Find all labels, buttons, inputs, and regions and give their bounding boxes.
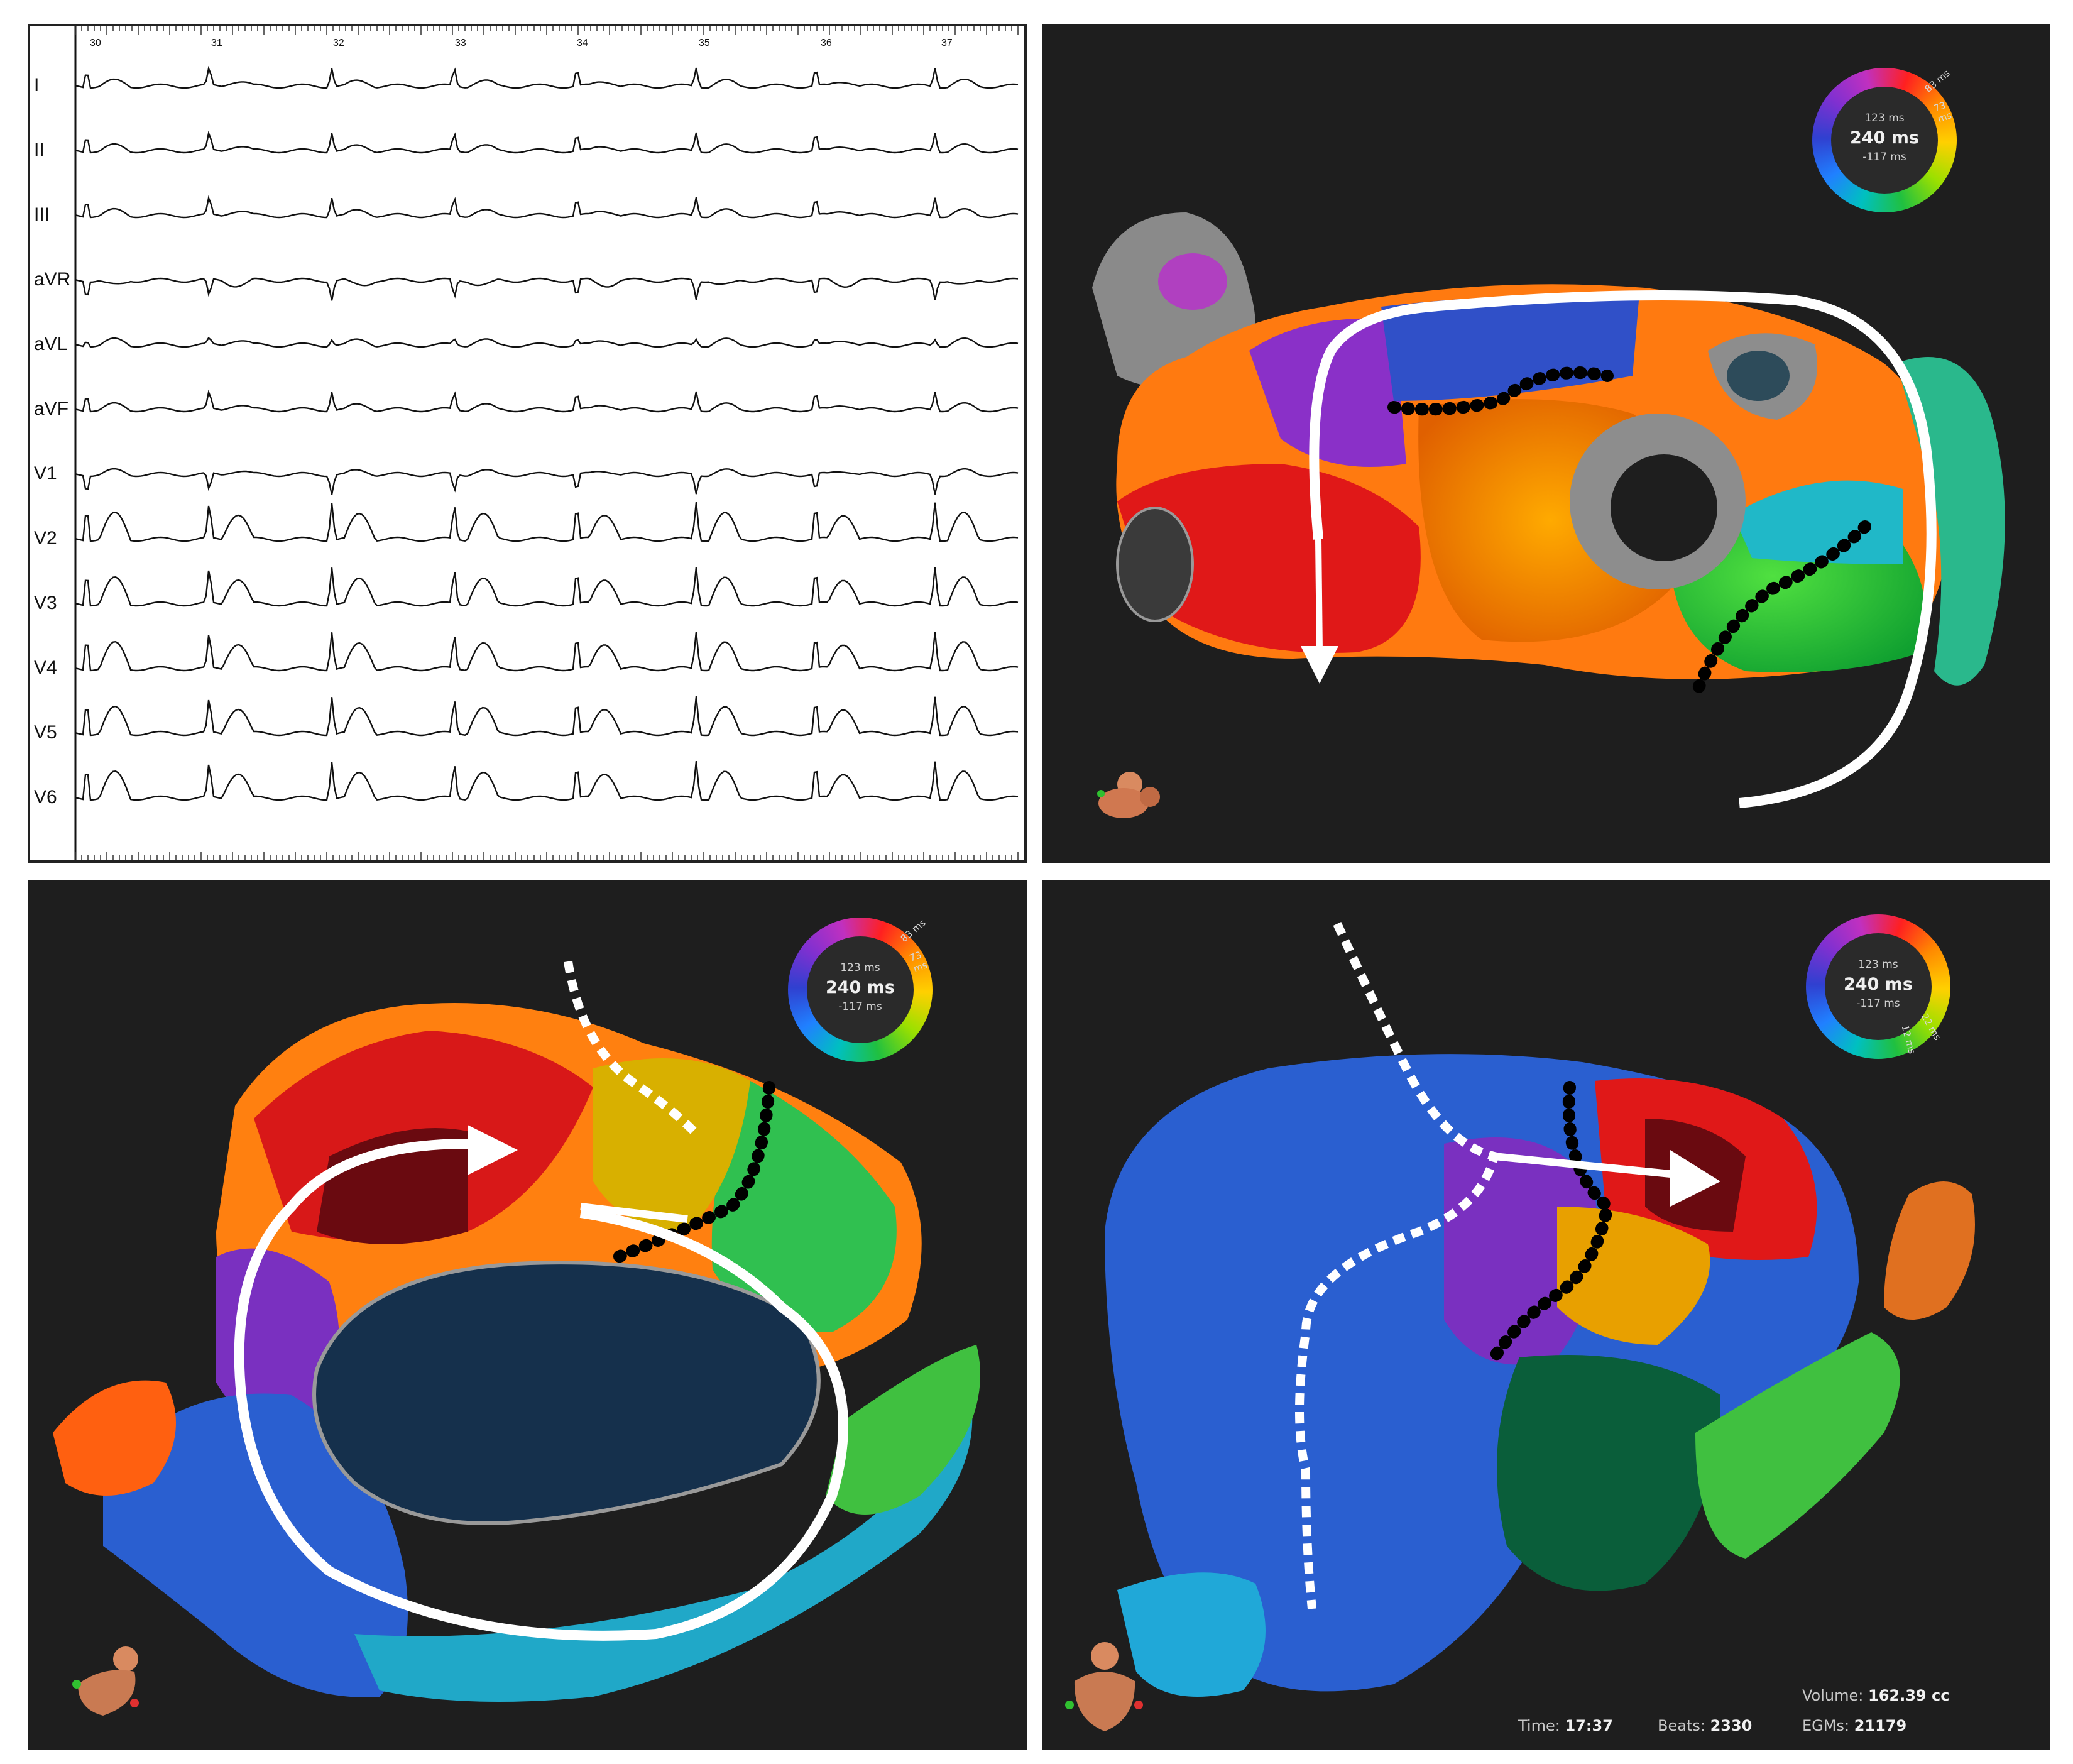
ecg-trace-V1 <box>74 468 1019 495</box>
orientation-torso-icon[interactable] <box>65 1634 153 1722</box>
region-dark-green <box>1497 1355 1720 1591</box>
appendage-orange <box>53 1380 176 1496</box>
legend-top: 123 ms <box>1864 112 1905 124</box>
stat-volume: Volume: 162.39 cc <box>1802 1687 1950 1704</box>
ecg-trace-V6 <box>74 760 1019 801</box>
legend-bottom: -117 ms <box>838 1000 882 1013</box>
vein-tube-cyan <box>354 1395 973 1702</box>
ecg-trace-III <box>74 195 1019 219</box>
second-marker: 31 <box>211 38 222 48</box>
arrow-shaft <box>1315 539 1323 653</box>
legend-center <box>807 936 914 1043</box>
legend-center-value: 240 ms <box>1850 128 1919 148</box>
second-marker: 32 <box>333 38 344 48</box>
lead-label: aVF <box>34 398 69 419</box>
valve-hole <box>1611 454 1717 561</box>
activation-color-legend: 123 ms 240 ms -117 ms 83 ms 73 ms <box>1812 67 1957 212</box>
activation-color-legend: 123 ms 240 ms -117 ms 83 ms 73 ms <box>788 917 933 1062</box>
lead-label: V1 <box>34 463 57 484</box>
activation-map-3d[interactable] <box>28 880 1027 1750</box>
stat-egms: EGMs: 21179 <box>1802 1717 1907 1734</box>
activation-map-panel-bottom-right[interactable]: 123 ms 240 ms -117 ms 22 ms 12 ms Time: … <box>1042 880 2050 1750</box>
vein-ostium <box>1727 351 1790 401</box>
block-line <box>1488 1081 1614 1364</box>
legend-top: 123 ms <box>840 961 880 974</box>
second-marker: 33 <box>455 38 466 48</box>
vein-tube-green <box>826 1345 980 1515</box>
legend-center <box>1831 87 1938 194</box>
vein-tube-green <box>1695 1332 1900 1559</box>
legend-center <box>1825 933 1932 1040</box>
second-marker: 37 <box>941 38 953 48</box>
region-blue <box>103 1393 408 1697</box>
ecg-trace-V4 <box>74 631 1019 672</box>
mitral-valve-opening <box>312 1261 821 1525</box>
reentry-circuit-arrow <box>1309 290 1937 808</box>
legend-top: 123 ms <box>1858 958 1898 971</box>
vein-tube-orange <box>1884 1181 1975 1320</box>
dotted-line <box>564 960 697 1134</box>
lead-label: V2 <box>34 528 57 549</box>
ecg-trace-I <box>74 65 1019 89</box>
activation-color-legend: 123 ms 240 ms -117 ms 22 ms 12 ms <box>1806 914 1950 1059</box>
orientation-torso-icon[interactable] <box>1092 759 1168 828</box>
ecg-trace-V2 <box>74 501 1019 542</box>
activation-map-panel-top-right[interactable]: 123 ms 240 ms -117 ms 83 ms 73 ms <box>1042 24 2050 863</box>
region-purple <box>1249 318 1406 467</box>
lead-label: II <box>34 140 45 160</box>
second-marker: 34 <box>577 38 588 48</box>
lead-label: V6 <box>34 787 57 808</box>
region-cyan <box>1733 480 1903 564</box>
dotted-line <box>1295 922 1500 1609</box>
stat-time: Time: 17:37 <box>1518 1717 1613 1734</box>
block-line-2 <box>1689 520 1871 703</box>
lead-label: III <box>34 204 50 225</box>
stat-beats: Beats: 2330 <box>1658 1717 1753 1734</box>
activation-map-3d[interactable] <box>1042 24 2050 863</box>
activation-map-panel-bottom-left[interactable]: 123 ms 240 ms -117 ms 83 ms 73 ms <box>28 880 1027 1750</box>
legend-bottom: -117 ms <box>1856 997 1900 1010</box>
arrowhead <box>1670 1150 1720 1207</box>
lead-label: aVL <box>34 334 68 354</box>
second-marker: 36 <box>821 38 832 48</box>
ecg-trace-aVF <box>74 389 1019 413</box>
appendage-purple <box>1158 253 1227 310</box>
ecg-trace-aVR <box>74 277 1019 301</box>
ecg-trace-aVL <box>74 336 1019 348</box>
ecg-panel: I II III aVR aVL aVF V1 V2 V3 V4 V5 V6 30 31 32 33 34 35… <box>28 24 1027 863</box>
block-line-1 <box>1387 366 1614 416</box>
lead-label: V4 <box>34 657 57 678</box>
legend-bottom: -117 ms <box>1862 151 1906 163</box>
legend-center-value: 240 ms <box>1844 975 1913 994</box>
region-cyan <box>1117 1572 1266 1697</box>
arrowhead <box>1301 646 1338 684</box>
orientation-torso-icon[interactable] <box>1061 1637 1149 1738</box>
second-marker: 35 <box>699 38 710 48</box>
block-line <box>612 1081 775 1263</box>
lead-label: V5 <box>34 722 57 743</box>
lead-label: V3 <box>34 593 57 613</box>
left-vein <box>1116 507 1194 622</box>
arrowhead <box>468 1125 518 1175</box>
arrow-shaft <box>580 1203 688 1223</box>
ecg-trace-II <box>74 130 1019 154</box>
region-red <box>1117 464 1421 653</box>
legend-center-value: 240 ms <box>826 978 895 997</box>
region-yellow <box>593 1058 750 1232</box>
second-marker: 30 <box>90 38 101 48</box>
ecg-trace-V5 <box>74 696 1019 737</box>
activation-map-3d[interactable] <box>1042 880 2050 1750</box>
arrow-shaft <box>1494 1153 1683 1179</box>
reentry-circuit-arrow <box>234 1139 848 1641</box>
lead-label: I <box>34 75 40 96</box>
ecg-trace-V3 <box>74 566 1019 607</box>
lead-label: aVR <box>34 269 71 290</box>
ecg-traces <box>74 26 1019 860</box>
